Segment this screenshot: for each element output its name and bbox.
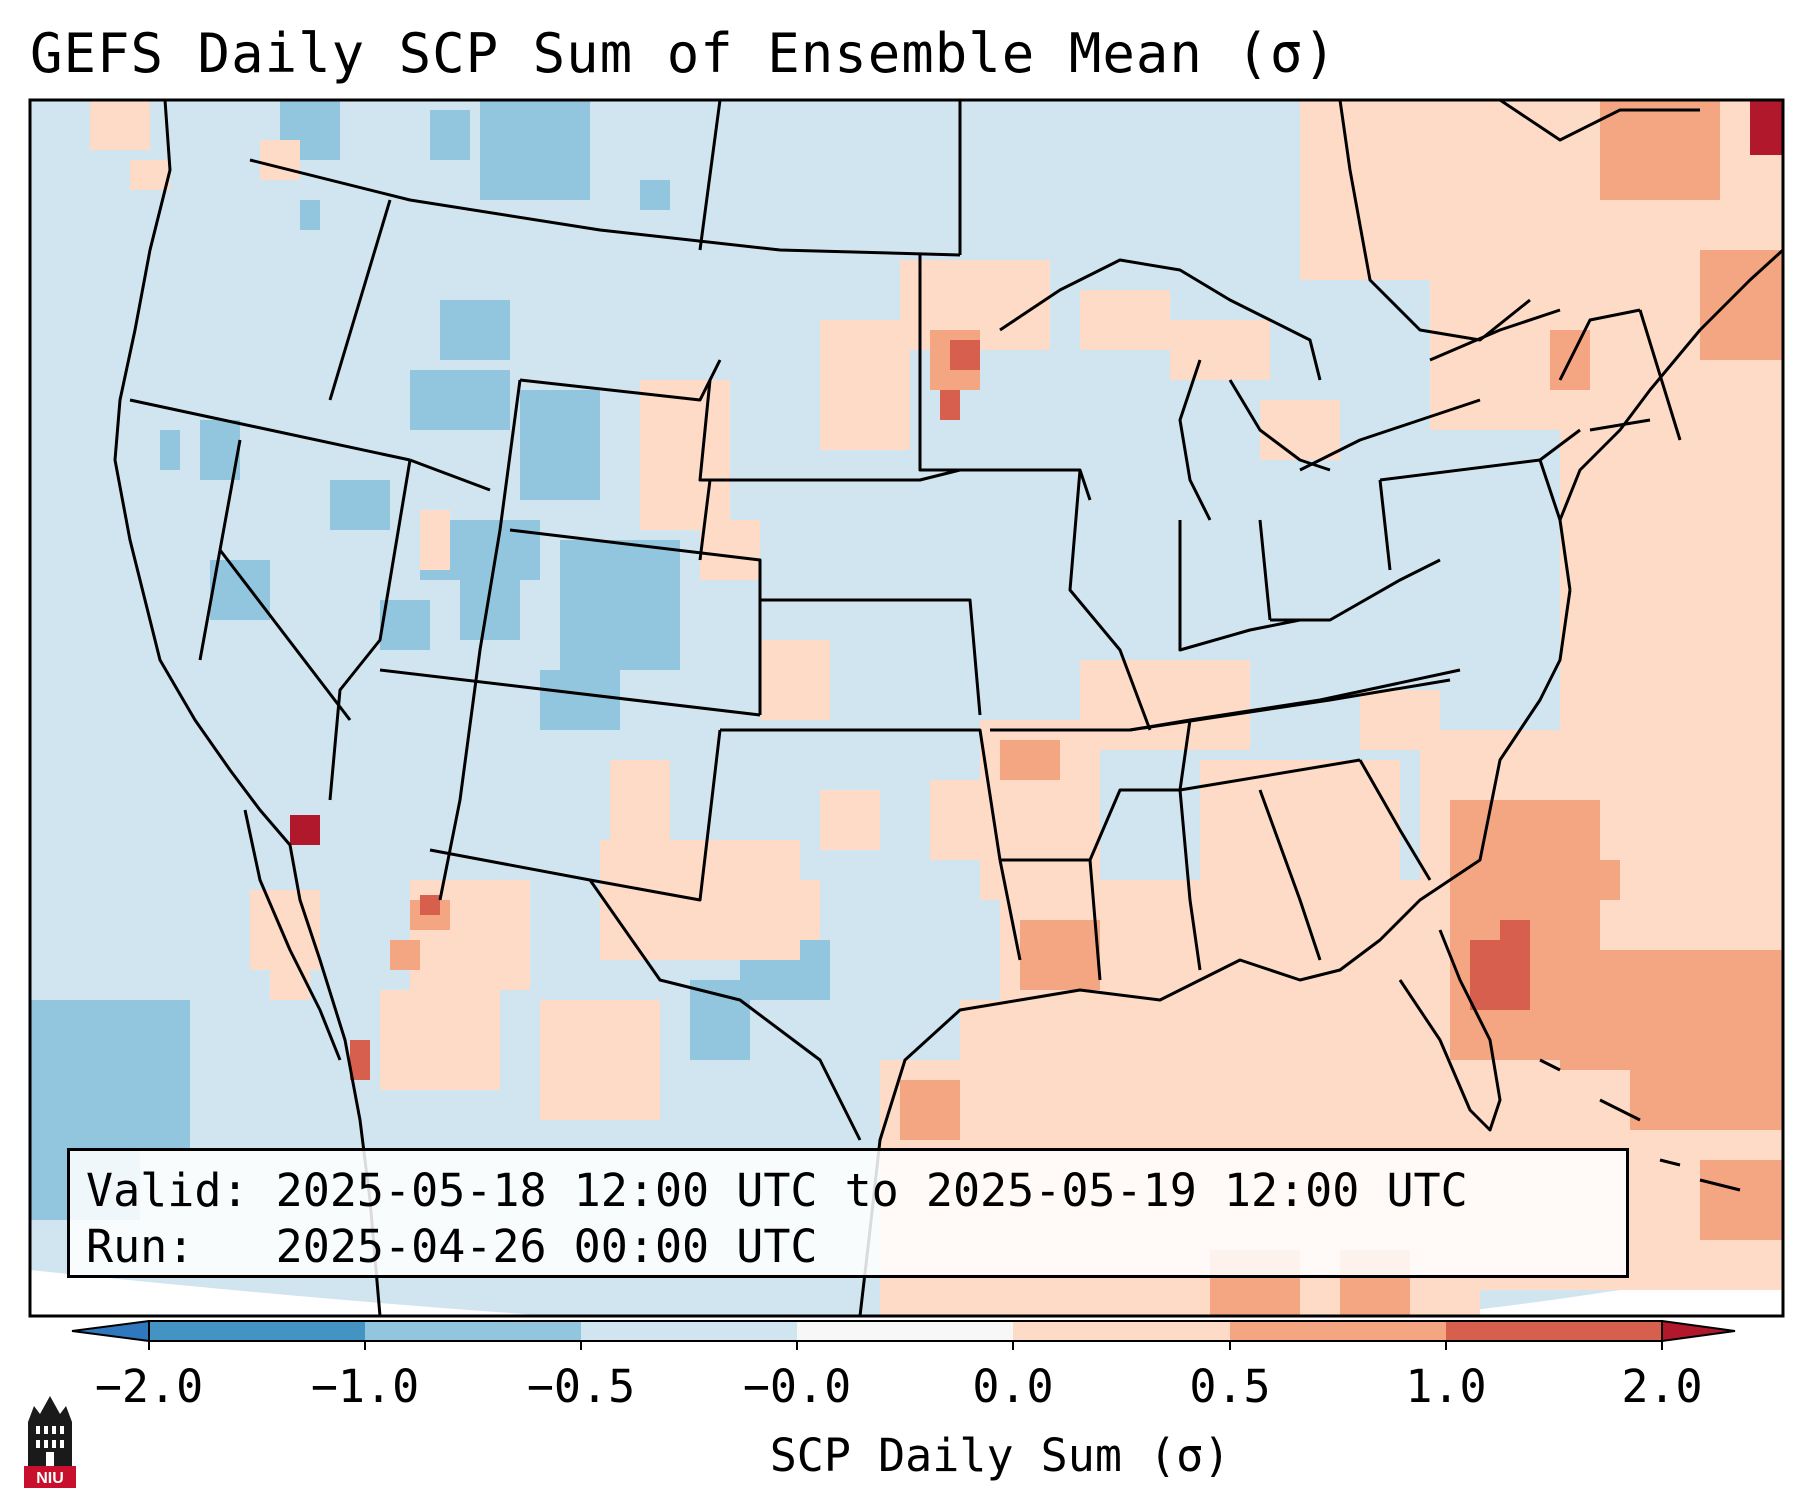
run-label: Run: [86, 1220, 195, 1273]
logo-text: NIU [36, 1470, 64, 1487]
colorbar-label: SCP Daily Sum (σ) [769, 1429, 1231, 1482]
colorbar-tick-label: 0.5 [1189, 1360, 1271, 1413]
colorbar-tick-label: 1.0 [1405, 1360, 1487, 1413]
colorbar-tick-label: 0.0 [972, 1360, 1054, 1413]
colorbar-tick-label: −0.5 [526, 1360, 636, 1413]
valid-label: Valid: [86, 1164, 249, 1217]
map-frame [28, 98, 1785, 1318]
run-time: 2025-04-26 00:00 UTC [275, 1220, 818, 1273]
validity-info-box: Valid: 2025-05-18 12:00 UTC to 2025-05-1… [67, 1148, 1629, 1278]
colorbar [71, 1319, 1736, 1350]
map-title: GEFS Daily SCP Sum of Ensemble Mean (σ) [30, 22, 1337, 85]
coastlines-and-borders [113, 100, 1783, 1316]
niu-building-logo-icon: NIU [24, 1396, 76, 1488]
positive-max-anomaly-cells [290, 100, 1783, 845]
colorbar-tick-label: 2.0 [1621, 1360, 1703, 1413]
colorbar-tick-label: −2.0 [94, 1360, 204, 1413]
positive-strong-anomaly-cells [350, 340, 1530, 1080]
colorbar-tick-label: −0.0 [742, 1360, 852, 1413]
valid-time-range: 2025-05-18 12:00 UTC to 2025-05-19 12:00… [275, 1164, 1468, 1217]
colorbar-tick-label: −1.0 [310, 1360, 420, 1413]
